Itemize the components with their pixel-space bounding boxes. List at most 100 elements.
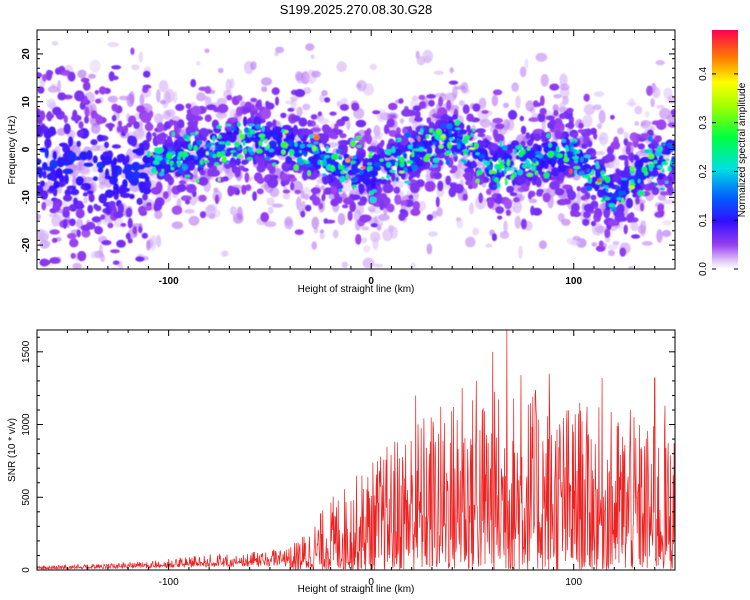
spectrogram-peak-blob [216,125,222,129]
spectrogram-core-blob [63,123,71,135]
spectrogram-haze-blob [628,265,635,269]
spectrogram-peak-blob [156,156,163,161]
spectrogram-core-blob [108,71,115,82]
spectrogram-peak-blob [391,146,396,153]
spectrogram-peak-blob [404,131,411,139]
spectrogram-core-blob [162,191,169,200]
spectrogram-core-blob [556,199,568,206]
spectrogram-core-blob [244,172,250,183]
spectrogram-core-blob [435,196,440,208]
spectrogram-haze-blob [196,92,206,102]
spectrogram-core-blob [339,103,349,111]
spectrogram-peak-blob [654,182,658,186]
spectrogram-core-blob [578,122,584,129]
spectrogram-core-blob [68,136,74,148]
spectrogram-peak-blob [237,146,242,151]
spectrogram-haze-blob [118,95,129,101]
spectrogram-core-blob [394,194,402,206]
spectrogram-haze-blob [594,225,607,234]
spectrogram-core-blob [393,186,401,194]
spectrogram-core-blob [84,115,89,124]
spectrogram-peak-blob [556,153,563,158]
spectrogram-peak-blob [386,149,393,153]
snr-y-tick-label: 1000 [21,413,32,436]
spectrogram-core-blob [37,125,43,135]
spectrogram-core-blob [549,141,559,152]
spectrogram-core-blob [62,144,71,154]
spectrogram-core-blob [583,163,590,170]
spectrogram-core-blob [525,132,531,140]
spectrogram-core-blob [414,116,423,123]
spectrogram-core-blob [587,182,597,187]
spectrogram-peak-blob [216,151,221,158]
spectrogram-core-blob [559,113,567,120]
spectrogram-haze-blob [83,196,88,204]
spectrogram-peak-blob [159,172,164,177]
spectrogram-haze-blob [332,229,339,239]
spectrogram-haze-blob [465,236,476,248]
spectrogram-peak-blob [569,168,573,175]
spectrogram-haze-blob [431,210,438,219]
spectrogram-core-blob [577,129,586,134]
spectrogram-core-blob [505,209,512,216]
spectrogram-core-blob [209,169,221,177]
spectrogram-peak-blob [605,176,611,183]
spectrogram-core-blob [245,184,252,192]
spectrogram-peak-blob [604,197,610,201]
spectrogram-haze-blob [188,215,200,226]
spectrogram-peak-blob [358,169,364,175]
spectrogram-peak-blob [369,196,377,203]
spectrogram-core-blob [260,108,272,120]
spectrogram-haze-blob [296,106,303,117]
colorbar-tick-label: 0.1 [698,213,709,227]
spectrogram-peak-blob [656,165,664,169]
spectrogram-peak-blob [489,159,493,162]
spectrogram-core-blob [533,133,542,142]
spectrogram-core-blob [539,95,545,106]
spectrogram-haze-blob [319,232,325,240]
spectrogram-peak-blob [576,149,580,154]
spectrogram-core-blob [537,112,546,123]
spectrogram-haze-blob [377,213,390,222]
spectrogram-core-blob [329,174,334,183]
spectrogram-core-blob [294,89,306,98]
spectrogram-peak-blob [218,177,221,182]
snr-x-tick-label: -100 [159,577,179,588]
spectrogram-peak-blob [395,176,399,182]
spectrogram-core-blob [401,108,413,117]
spectrogram-core-blob [545,115,555,121]
spectrogram-core-blob [591,152,596,158]
spectrogram-haze-blob [138,51,143,63]
spectrogram-core-blob [582,218,590,226]
spectrogram-haze-blob [303,193,310,200]
spectrogram-peak-blob [171,131,175,137]
spectrogram-core-blob [227,186,237,195]
spectrogram-core-blob [153,200,163,211]
spectrogram-core-blob [370,223,378,228]
spectrogram-core-blob [74,90,85,102]
spectrogram-peak-blob [212,135,216,143]
spectrogram-core-blob [464,167,474,174]
spectrogram-haze-blob [232,213,244,224]
spectrogram-haze-blob [337,212,346,226]
spectrogram-peak-blob [499,140,503,147]
spectrogram-peak-blob [150,152,154,156]
spectrogram-peak-blob [398,170,405,174]
spectrogram-core-blob [298,117,308,127]
spectrogram-peak-blob [248,123,255,127]
spectrogram-core-blob [276,137,283,146]
spectrogram-haze-blob [373,263,384,268]
spectrogram-peak-blob [603,185,609,188]
spectrogram-core-blob [39,180,46,187]
spectrogram-core-blob [62,168,74,175]
spectrogram-peak-blob [225,141,231,147]
spectrogram-peak-blob [423,155,430,162]
spectrogram-core-blob [349,201,357,213]
spectrogram-peak-blob [470,133,474,137]
spectrogram-core-blob [408,194,414,200]
spectrogram-peak-blob [264,139,268,142]
spectrogram-haze-blob [275,46,285,54]
spectrogram-haze-blob [449,67,454,74]
spectrogram-haze-blob [267,206,274,215]
